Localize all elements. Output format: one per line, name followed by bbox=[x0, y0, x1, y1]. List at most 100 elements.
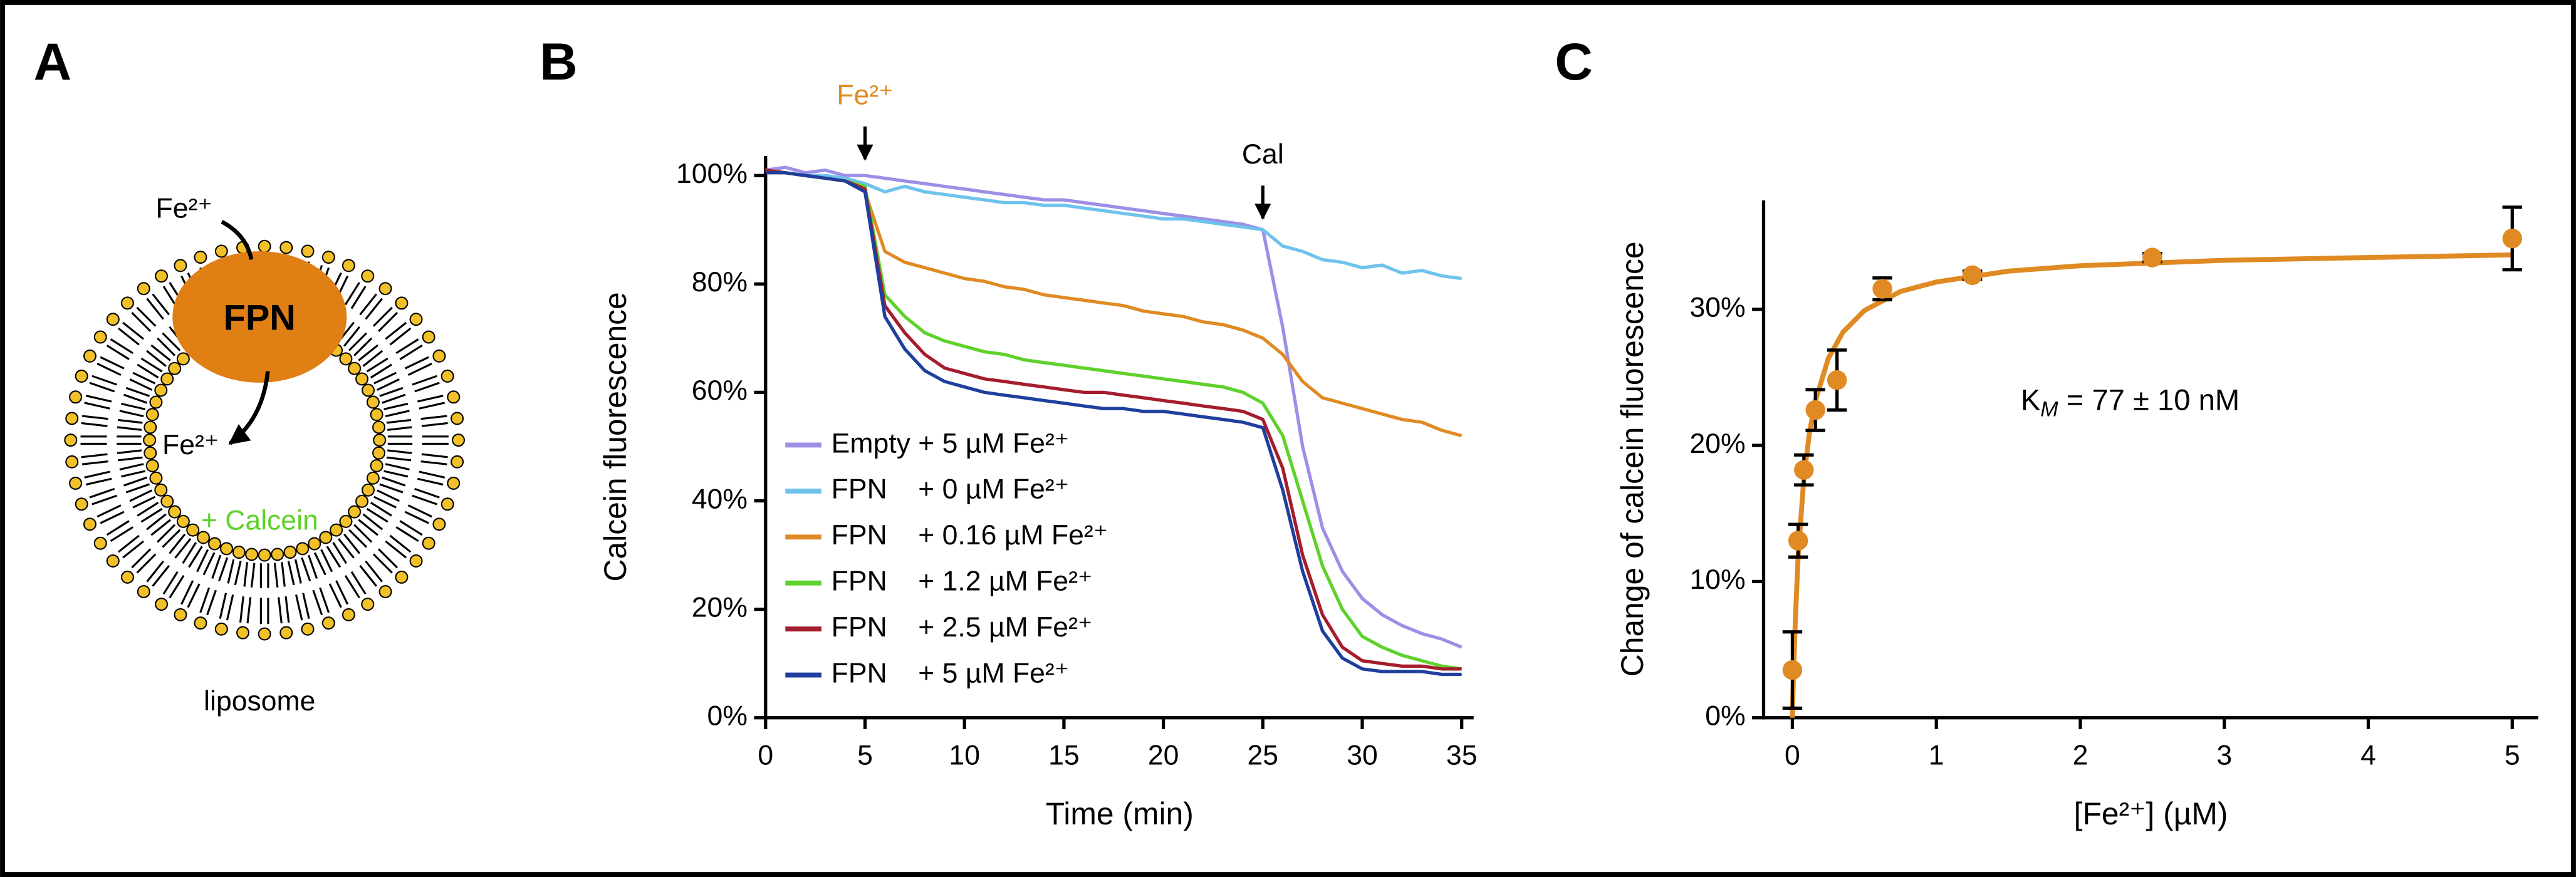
data-point bbox=[1827, 370, 1847, 390]
lipid-tail bbox=[81, 415, 108, 420]
lipid-tail bbox=[89, 487, 115, 499]
lipid-tail bbox=[419, 470, 446, 479]
lipid-tail bbox=[91, 494, 118, 506]
lipid-tail bbox=[358, 344, 379, 361]
lipid-head bbox=[106, 554, 120, 568]
lipid-tail bbox=[332, 542, 347, 564]
lipid-tail bbox=[129, 378, 153, 391]
data-point bbox=[2502, 228, 2523, 249]
lipid-tail bbox=[417, 395, 444, 403]
x-tick-label: 3 bbox=[2216, 740, 2232, 771]
lipid-head bbox=[342, 608, 355, 621]
panel-label: C bbox=[1555, 32, 1593, 91]
lipid-tail bbox=[383, 402, 409, 410]
lipid-head bbox=[321, 616, 335, 630]
lipid-tail bbox=[348, 529, 368, 548]
x-tick-label: 30 bbox=[1347, 740, 1378, 771]
lipid-head bbox=[143, 446, 157, 460]
lipid-head bbox=[366, 395, 380, 409]
lipid-tail bbox=[417, 477, 444, 486]
annotation: Fe²⁺ bbox=[837, 80, 893, 110]
lipid-tail bbox=[123, 393, 148, 404]
km-symbol: K bbox=[2021, 384, 2040, 417]
lipid-tail bbox=[359, 293, 377, 316]
lipid-tail bbox=[122, 321, 144, 340]
lipid-tail bbox=[118, 456, 143, 462]
lipid-head bbox=[422, 330, 435, 344]
data-point bbox=[1794, 460, 1814, 480]
km-subscript: M bbox=[2040, 397, 2058, 421]
lipid-tail bbox=[187, 583, 201, 608]
legend-label: FPN + 5 µM Fe²⁺ bbox=[832, 658, 1070, 688]
lipid-tail bbox=[383, 470, 409, 478]
lipid-head bbox=[160, 494, 174, 508]
lipid-tail bbox=[234, 561, 242, 586]
y-tick-label: 60% bbox=[692, 375, 748, 406]
series-line bbox=[765, 169, 1462, 281]
legend-label: Empty + 5 µM Fe²⁺ bbox=[832, 428, 1070, 459]
lipid-tail bbox=[250, 563, 256, 588]
y-tick-label: 100% bbox=[676, 158, 748, 189]
lipid-tail bbox=[219, 593, 227, 619]
lipid-head bbox=[143, 420, 157, 434]
lipid-tail bbox=[106, 520, 130, 536]
lipid-tail bbox=[140, 507, 163, 523]
lipid-tail bbox=[399, 344, 423, 360]
ion-label: Fe²⁺ bbox=[162, 430, 219, 460]
lipid-head bbox=[75, 369, 88, 383]
lipid-tail bbox=[243, 562, 248, 587]
lipid-tail bbox=[125, 483, 150, 494]
lipid-tail bbox=[419, 402, 446, 410]
lipid-tail bbox=[344, 282, 360, 306]
lipid-tail bbox=[182, 542, 197, 564]
lipid-tail bbox=[152, 293, 170, 316]
lipid-head bbox=[441, 497, 454, 511]
lipid-head bbox=[106, 313, 120, 326]
lipid-tail bbox=[211, 554, 222, 579]
data-point bbox=[2142, 247, 2162, 267]
data-point bbox=[1872, 279, 1892, 299]
lipid-tail bbox=[387, 449, 412, 454]
lipid-head bbox=[370, 459, 383, 472]
lipid-tail bbox=[385, 540, 407, 559]
lipid-head bbox=[301, 622, 315, 636]
lipid-tail bbox=[180, 580, 194, 605]
x-tick-label: 2 bbox=[2073, 740, 2088, 771]
lipid-tail bbox=[379, 387, 404, 397]
lipid-head bbox=[395, 570, 409, 584]
x-axis-title: [Fe²⁺] (µM) bbox=[2074, 796, 2228, 831]
lipid-tail bbox=[132, 371, 156, 385]
y-tick-label: 20% bbox=[1689, 428, 1745, 459]
lipid-tail bbox=[313, 552, 326, 576]
lipid-tail bbox=[404, 356, 429, 370]
lipid-head bbox=[120, 570, 134, 584]
series-line bbox=[765, 169, 1463, 438]
x-tick-label: 0 bbox=[758, 740, 773, 771]
lipid-head bbox=[186, 523, 200, 537]
lipid-head bbox=[308, 537, 321, 551]
lipid-head bbox=[258, 239, 271, 253]
lipid-tail bbox=[218, 557, 229, 581]
lipid-tail bbox=[407, 362, 432, 376]
lipid-head bbox=[348, 361, 362, 375]
legend-label: FPN + 2.5 µM Fe²⁺ bbox=[832, 612, 1093, 643]
lipid-head bbox=[194, 251, 207, 264]
lipid-tail bbox=[157, 524, 176, 543]
lipid-head bbox=[174, 608, 187, 621]
lipid-head bbox=[208, 537, 222, 551]
lipid-head bbox=[409, 554, 423, 568]
lipid-tail bbox=[420, 415, 447, 420]
lipid-head bbox=[361, 598, 375, 611]
lipid-head bbox=[220, 542, 234, 556]
lipid-tail bbox=[246, 597, 252, 624]
lipid-head bbox=[154, 383, 168, 397]
lipid-tail bbox=[353, 524, 373, 543]
lipid-tail bbox=[385, 410, 410, 418]
lipid-tail bbox=[227, 559, 235, 584]
lipid-head bbox=[372, 420, 386, 434]
arrow bbox=[228, 371, 270, 445]
lipid-head bbox=[301, 244, 315, 258]
lipid-head bbox=[319, 531, 333, 544]
lipid-tail bbox=[137, 502, 159, 517]
lipid-head bbox=[372, 446, 386, 460]
